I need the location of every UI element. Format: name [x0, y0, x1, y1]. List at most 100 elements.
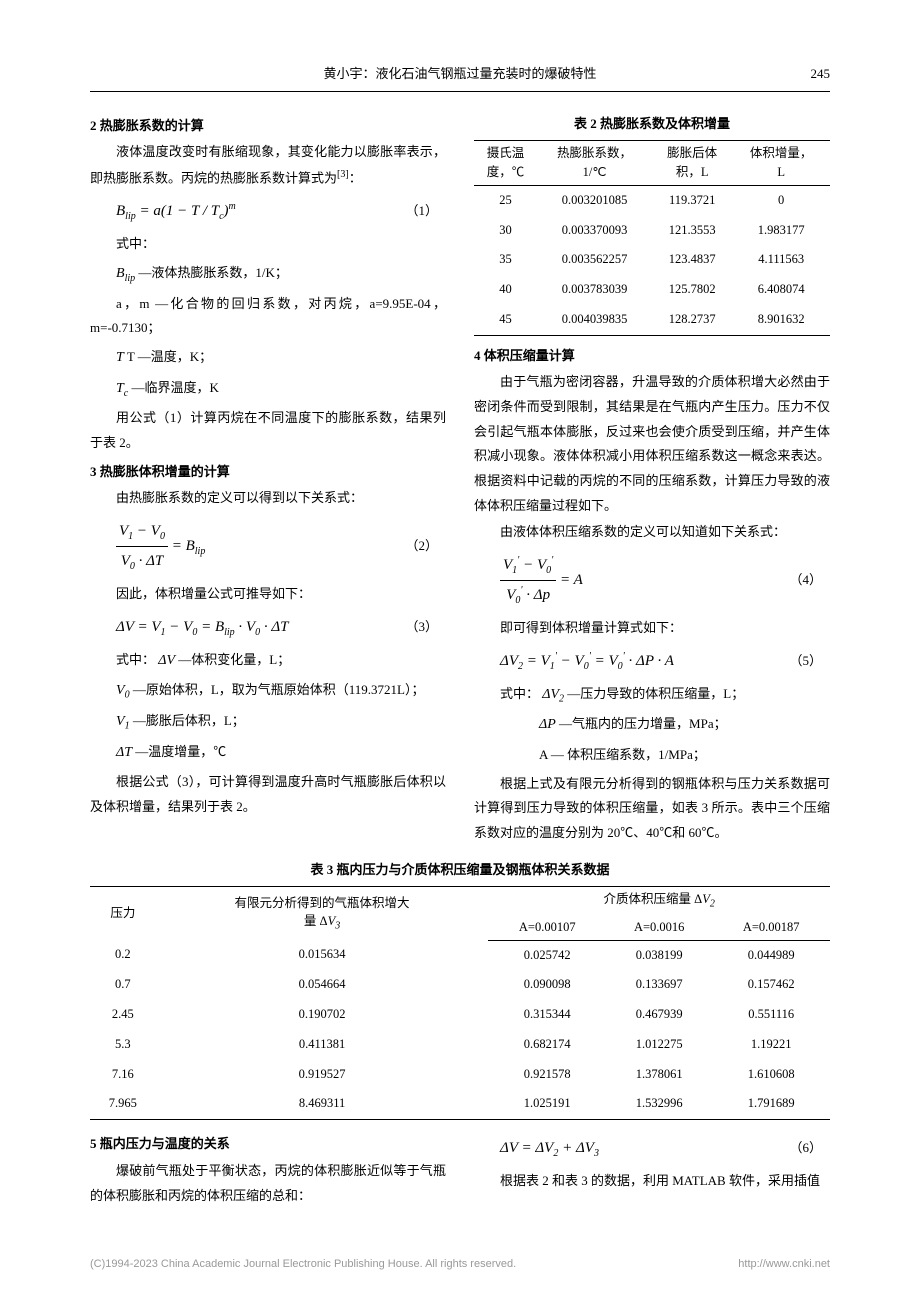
table-cell: 7.965 — [90, 1089, 156, 1119]
table-cell: 1.012275 — [606, 1030, 712, 1060]
bottom-left: 5 瓶内压力与温度的关系 爆破前气瓶处于平衡状态，丙烷的体积膨胀近似等于气瓶的体… — [90, 1128, 446, 1210]
t3-sub-a1: A=0.00107 — [488, 915, 606, 940]
table-cell: 0.682174 — [488, 1030, 606, 1060]
table-cell: 8.901632 — [732, 305, 830, 335]
table-cell: 0.004039835 — [537, 305, 652, 335]
table-cell: 35 — [474, 245, 537, 275]
table-cell: 123.4837 — [652, 245, 732, 275]
table-cell: 4.111563 — [732, 245, 830, 275]
def-a: A — 体积压缩系数，1/MPa； — [474, 743, 830, 768]
t3-sub-a3: A=0.00187 — [712, 915, 830, 940]
s2-result: 用公式（1）计算丙烷在不同温度下的膨胀系数，结果列于表 2。 — [90, 406, 446, 455]
table-cell: 1.983177 — [732, 216, 830, 246]
s4-p2: 由液体体积压缩系数的定义可以知道如下关系式： — [474, 520, 830, 545]
equation-6: ΔV = ΔV2 + ΔV3 （6） — [500, 1134, 830, 1163]
table-cell: 7.16 — [90, 1060, 156, 1090]
table3-caption: 表 3 瓶内压力与介质体积压缩量及钢瓶体积关系数据 — [90, 858, 830, 883]
section-2-heading: 2 热膨胀系数的计算 — [90, 114, 446, 139]
def-blip: Blip —液体热膨胀系数，1/K； — [90, 261, 446, 288]
footer-copyright: (C)1994-2023 China Academic Journal Elec… — [90, 1258, 516, 1270]
s3-where: 式中： ΔV —体积变化量，L； — [90, 648, 446, 675]
equation-5: ΔV2 = V1' − V0' = V0' · ΔP · A （5） — [500, 647, 830, 676]
def-tc: Tc —临界温度，K — [90, 376, 446, 403]
table-cell: 0.003201085 — [537, 185, 652, 215]
page-header: 黄小宇：液化石油气钢瓶过量充装时的爆破特性 245 — [90, 62, 830, 92]
s4-p3: 即可得到体积增量计算式如下： — [474, 616, 830, 641]
table-cell: 1.610608 — [712, 1060, 830, 1090]
table-cell: 1.19221 — [712, 1030, 830, 1060]
def-v1: V1 —膨胀后体积，L； — [90, 709, 446, 736]
right-column: 表 2 热膨胀系数及体积增量 摄氏温度，℃ 热膨胀系数，1/℃ 膨胀后体积，L … — [474, 110, 830, 848]
table-cell: 0.025742 — [488, 940, 606, 970]
table-cell: 30 — [474, 216, 537, 246]
table-cell: 1.025191 — [488, 1089, 606, 1119]
running-title: 黄小宇：液化石油气钢瓶过量充装时的爆破特性 — [323, 66, 596, 81]
s4-p4: 根据上式及有限元分析得到的钢瓶体积与压力关系数据可计算得到压力导致的体积压缩量，… — [474, 772, 830, 846]
table-cell: 0.133697 — [606, 970, 712, 1000]
table-cell: 0.467939 — [606, 1000, 712, 1030]
table-2: 摄氏温度，℃ 热膨胀系数，1/℃ 膨胀后体积，L 体积增量，L 250.0032… — [474, 140, 830, 335]
section-4-heading: 4 体积压缩量计算 — [474, 344, 830, 369]
table-cell: 5.3 — [90, 1030, 156, 1060]
s3-p3: 根据公式（3），可计算得到温度升高时气瓶膨胀后体积以及体积增量，结果列于表 2。 — [90, 770, 446, 819]
table-cell: 0.044989 — [712, 940, 830, 970]
s5-p2: 根据表 2 和表 3 的数据，利用 MATLAB 软件，采用插值 — [474, 1169, 830, 1194]
table-cell: 0.090098 — [488, 970, 606, 1000]
table-cell: 121.3553 — [652, 216, 732, 246]
s4-p1: 由于气瓶为密闭容器，升温导致的介质体积增大必然由于密闭条件而受到限制，其结果是在… — [474, 370, 830, 518]
equation-1: Blip = a(1 − T / Tc)m （1） — [116, 197, 446, 226]
table-cell: 0.551116 — [712, 1000, 830, 1030]
t2-h1: 热膨胀系数，1/℃ — [537, 141, 652, 186]
table-cell: 0.003783039 — [537, 275, 652, 305]
t2-h0: 摄氏温度，℃ — [474, 141, 537, 186]
citation: [3] — [337, 169, 349, 180]
def-am: a，m —化合物的回归系数，对丙烷，a=9.95E-04，m=-0.7130； — [90, 292, 446, 341]
t3-h-dv3: 有限元分析得到的气瓶体积增大量 ΔV3 — [156, 887, 489, 940]
two-column-layout: 2 热膨胀系数的计算 液体温度改变时有胀缩现象，其变化能力以膨胀率表示，即热膨胀… — [90, 110, 830, 848]
where-label: 式中： — [90, 232, 446, 257]
table-cell: 128.2737 — [652, 305, 732, 335]
table-cell: 0.157462 — [712, 970, 830, 1000]
table-cell: 0.919527 — [156, 1060, 489, 1090]
s3-p2: 因此，体积增量公式可推导如下： — [90, 582, 446, 607]
equation-2: V1 − V0V0 · ΔT = Blip （2） — [116, 517, 446, 576]
def-t: T T —温度，K； — [90, 345, 446, 372]
def-v0: V0 —原始体积，L，取为气瓶原始体积（119.3721L）； — [90, 678, 446, 705]
table-cell: 1.378061 — [606, 1060, 712, 1090]
s5-p1: 爆破前气瓶处于平衡状态，丙烷的体积膨胀近似等于气瓶的体积膨胀和丙烷的体积压缩的总… — [90, 1159, 446, 1208]
footer-url: http://www.cnki.net — [738, 1254, 830, 1275]
table-cell: 0.315344 — [488, 1000, 606, 1030]
equation-3: ΔV = V1 − V0 = Blip · V0 · ΔT （3） — [116, 613, 446, 642]
table-cell: 0.921578 — [488, 1060, 606, 1090]
table-cell: 0.7 — [90, 970, 156, 1000]
table-cell: 45 — [474, 305, 537, 335]
table-cell: 1.791689 — [712, 1089, 830, 1119]
def-dt: ΔT —温度增量，℃ — [90, 740, 446, 767]
table-cell: 0.003562257 — [537, 245, 652, 275]
table-cell: 0.411381 — [156, 1030, 489, 1060]
section-3-heading: 3 热膨胀体积增量的计算 — [90, 460, 446, 485]
equation-4: V1' − V0'V0' · Δp = A （4） — [500, 551, 830, 610]
table-cell: 0.003370093 — [537, 216, 652, 246]
table-cell: 0 — [732, 185, 830, 215]
table-cell: 6.408074 — [732, 275, 830, 305]
table-cell: 0.015634 — [156, 940, 489, 970]
table-cell: 0.2 — [90, 940, 156, 970]
t2-h2: 膨胀后体积，L — [652, 141, 732, 186]
page-number: 245 — [811, 62, 831, 87]
table-cell: 119.3721 — [652, 185, 732, 215]
section-5-heading: 5 瓶内压力与温度的关系 — [90, 1132, 446, 1157]
s3-p1: 由热膨胀系数的定义可以得到以下关系式： — [90, 486, 446, 511]
bottom-right: ΔV = ΔV2 + ΔV3 （6） 根据表 2 和表 3 的数据，利用 MAT… — [474, 1128, 830, 1210]
table-cell: 40 — [474, 275, 537, 305]
table-cell: 2.45 — [90, 1000, 156, 1030]
table-cell: 0.038199 — [606, 940, 712, 970]
s4-where: 式中： ΔV2 —压力导致的体积压缩量，L； — [474, 682, 830, 709]
table-cell: 25 — [474, 185, 537, 215]
table-cell: 1.532996 — [606, 1089, 712, 1119]
table2-caption: 表 2 热膨胀系数及体积增量 — [474, 112, 830, 137]
t3-h-pressure: 压力 — [90, 887, 156, 940]
table-cell: 0.190702 — [156, 1000, 489, 1030]
t3-h-dv2: 介质体积压缩量 ΔV2 — [488, 887, 830, 915]
table-cell: 0.054664 — [156, 970, 489, 1000]
